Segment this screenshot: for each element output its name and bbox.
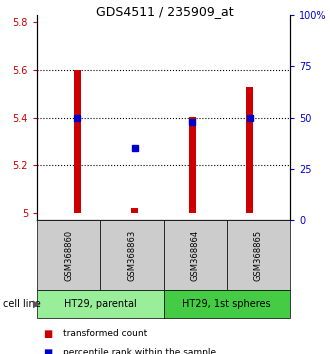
Text: ■: ■: [43, 348, 52, 354]
Text: cell line: cell line: [3, 299, 41, 309]
Bar: [74, 70, 81, 213]
Text: HT29, parental: HT29, parental: [64, 299, 137, 309]
Bar: [246, 86, 253, 213]
Text: GSM368863: GSM368863: [127, 229, 136, 281]
Text: transformed count: transformed count: [63, 329, 147, 338]
Text: ▶: ▶: [33, 299, 41, 309]
Text: GSM368865: GSM368865: [254, 229, 263, 281]
Bar: [131, 208, 138, 213]
Bar: [189, 118, 196, 213]
Text: GSM368864: GSM368864: [191, 229, 200, 281]
Text: ■: ■: [43, 329, 52, 338]
Text: percentile rank within the sample: percentile rank within the sample: [63, 348, 216, 354]
Text: GDS4511 / 235909_at: GDS4511 / 235909_at: [96, 5, 234, 18]
Text: GSM368860: GSM368860: [64, 229, 73, 281]
Text: HT29, 1st spheres: HT29, 1st spheres: [182, 299, 271, 309]
